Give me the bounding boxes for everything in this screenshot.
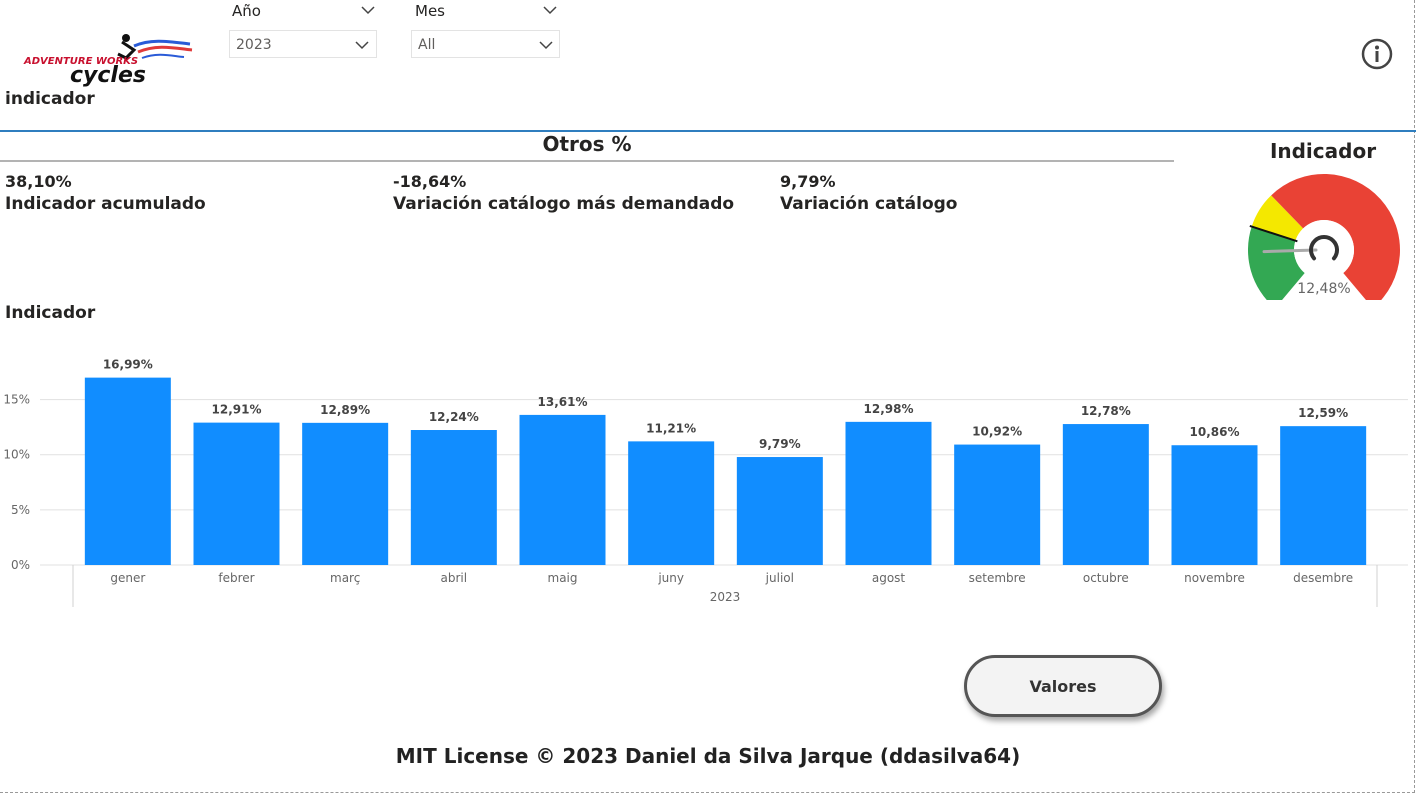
y-tick-label: 5% [11, 503, 30, 517]
y-tick-label: 10% [3, 448, 30, 462]
kpi-label: Indicador acumulado [5, 194, 206, 214]
month-slicer-label: Mes [415, 2, 445, 20]
bar[interactable] [736, 457, 823, 565]
x-tick-label: octubre [1083, 571, 1129, 585]
footer-license: MIT License © 2023 Daniel da Silva Jarqu… [395, 744, 1021, 768]
bar-value-label: 9,79% [759, 437, 801, 451]
bar[interactable] [519, 414, 606, 565]
page-title: indicador [5, 89, 95, 109]
bar[interactable] [845, 421, 932, 565]
kpi-accumulated: 38,10% Indicador acumulado [5, 172, 206, 214]
header-divider [0, 130, 1416, 132]
gauge-chart: 12,48% [1248, 174, 1400, 300]
x-tick-label: febrer [218, 571, 254, 585]
bar-value-label: 13,61% [538, 395, 588, 409]
bar[interactable] [1280, 426, 1367, 565]
kpi-catalog-variation: 9,79% Variación catálogo [780, 172, 958, 214]
bar[interactable] [1062, 424, 1149, 565]
gauge-center-icon [1309, 235, 1339, 261]
bar-value-label: 16,99% [103, 358, 153, 372]
section-divider [0, 160, 1174, 162]
bar[interactable] [193, 422, 280, 565]
bar-value-label: 11,21% [646, 421, 696, 435]
bar-value-label: 10,92% [972, 425, 1022, 439]
adventure-works-logo: ADVENTURE WORKS cycles [23, 34, 193, 88]
bar-value-label: 12,91% [212, 403, 262, 417]
bar-value-label: 12,24% [429, 410, 479, 424]
x-tick-label: setembre [969, 571, 1026, 585]
y-tick-label: 0% [11, 558, 30, 572]
bar-value-label: 12,59% [1298, 406, 1348, 420]
bar[interactable] [954, 444, 1041, 565]
bar-value-label: 12,98% [864, 402, 914, 416]
bar[interactable] [1171, 445, 1258, 565]
bar-value-label: 12,78% [1081, 404, 1131, 418]
x-tick-label: juny [657, 571, 684, 585]
x-tick-label: novembre [1184, 571, 1245, 585]
logo-line1: ADVENTURE WORKS [23, 56, 138, 67]
kpi-value: -18,64% [393, 172, 467, 191]
x-tick-label: agost [872, 571, 906, 585]
year-dropdown-value: 2023 [236, 37, 272, 53]
kpi-label: Variación catálogo [780, 194, 958, 214]
month-dropdown-value: All [418, 37, 436, 53]
y-tick-label: 15% [3, 393, 30, 407]
chevron-down-icon[interactable] [542, 5, 558, 15]
bar-value-label: 10,86% [1190, 425, 1240, 439]
gauge-title: Indicador [1269, 139, 1377, 163]
gauge-needle [1262, 248, 1318, 254]
kpi-value: 9,79% [780, 172, 836, 191]
x-tick-label: gener [110, 571, 145, 585]
kpi-label: Variación catálogo más demandado [393, 194, 735, 214]
bar[interactable] [628, 441, 715, 565]
gauge-segment-red [1271, 174, 1400, 300]
x-tick-label: abril [441, 571, 468, 585]
gauge-target-marker [1249, 224, 1298, 243]
year-dropdown[interactable]: 2023 [229, 30, 377, 58]
x-group-label: 2023 [710, 590, 741, 604]
chevron-down-icon [355, 41, 369, 50]
chart-title: Indicador [5, 303, 96, 323]
x-tick-label: maig [548, 571, 578, 585]
x-tick-label: març [330, 571, 360, 585]
x-tick-label: desembre [1293, 571, 1353, 585]
chevron-down-icon [539, 41, 553, 50]
bar[interactable] [410, 430, 497, 565]
month-dropdown[interactable]: All [411, 30, 560, 58]
kpi-top-catalog-variation: -18,64% Variación catálogo más demandado [393, 172, 734, 214]
logo-line2: cycles [70, 63, 146, 88]
year-slicer-label: Año [232, 2, 261, 20]
gauge-hub [1294, 220, 1354, 280]
info-icon[interactable] [1361, 38, 1393, 70]
gauge-value: 12,48% [1297, 281, 1350, 297]
gauge-segment-yellow [1251, 195, 1304, 241]
bar[interactable] [84, 377, 171, 565]
bar[interactable] [302, 422, 389, 565]
bar-chart: 0% 5% 10% 15% 16,99% gener 12,91% febrer 12,89% m… [3, 358, 1408, 607]
section-title: Otros % [542, 132, 632, 156]
valores-button[interactable]: Valores [964, 655, 1162, 717]
gauge-segment-green [1248, 226, 1305, 300]
kpi-value: 38,10% [5, 172, 72, 191]
x-tick-label: juliol [765, 571, 794, 585]
bar-value-label: 12,89% [320, 403, 370, 417]
chevron-down-icon[interactable] [360, 5, 376, 15]
